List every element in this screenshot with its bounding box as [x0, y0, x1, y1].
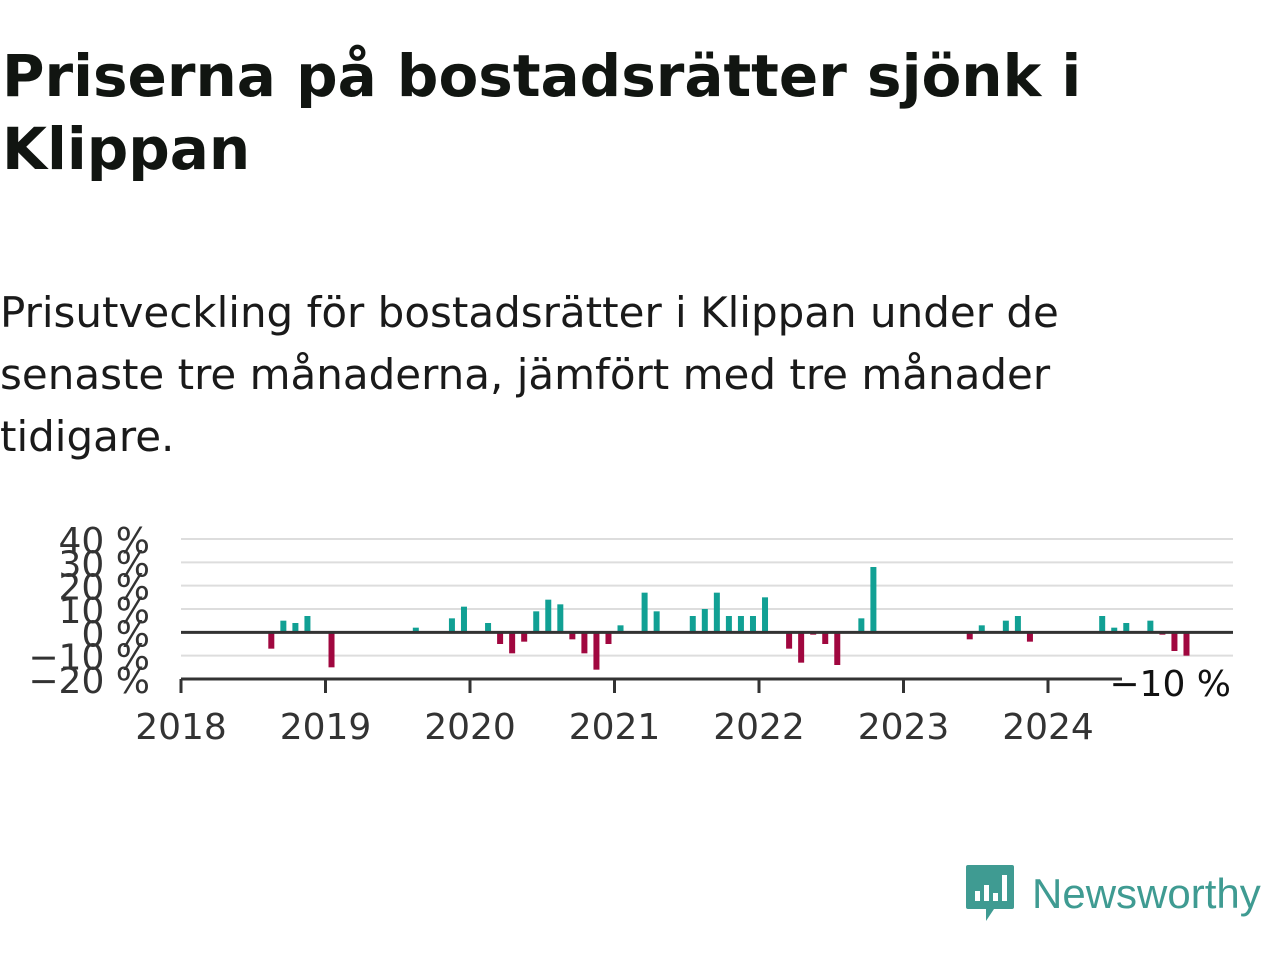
y-tick-label: 30 %	[59, 544, 150, 585]
x-tick-label: 2018	[135, 707, 227, 748]
chart-title: Priserna på bostadsrätter sjönk i Klippa…	[2, 42, 1082, 183]
gridlines	[181, 538, 1233, 657]
newsworthy-logo-icon	[966, 865, 1014, 921]
chart-subtitle: Prisutveckling för bostadsrätter i Klipp…	[0, 288, 1059, 461]
bar	[822, 632, 829, 644]
y-tick-label: 10 %	[59, 591, 150, 632]
bar	[798, 632, 805, 663]
bar	[268, 632, 275, 649]
bar	[557, 604, 564, 633]
bar	[485, 623, 492, 633]
bar	[1002, 620, 1009, 633]
bar	[617, 625, 624, 633]
bar	[521, 632, 528, 642]
bar	[581, 632, 588, 654]
x-tick-label: 2023	[858, 707, 950, 748]
bar	[978, 625, 985, 633]
bar	[1183, 632, 1190, 656]
bar	[280, 620, 287, 633]
bar	[533, 611, 540, 633]
bar	[834, 632, 841, 665]
y-tick-label: 0 %	[81, 614, 150, 655]
bar	[569, 632, 576, 640]
bar	[292, 623, 299, 633]
bar	[1147, 620, 1154, 633]
y-tick-label: −20 %	[28, 661, 150, 702]
bar	[689, 616, 696, 633]
y-tick-label: 20 %	[59, 568, 150, 609]
bar	[966, 632, 973, 640]
axes	[179, 630, 1233, 693]
bar	[725, 616, 732, 633]
bar	[497, 632, 504, 644]
bar	[762, 597, 769, 633]
y-axis-labels: 40 %30 %20 %10 %0 %−10 %−20 %	[28, 521, 150, 702]
bar	[737, 616, 744, 633]
x-tick-label: 2022	[713, 707, 805, 748]
x-tick-label: 2021	[569, 707, 661, 748]
x-axis-labels: 2018 2019 2020 2021 2022 2023 2024	[135, 707, 1094, 748]
x-tick-label: 2020	[424, 707, 516, 748]
bar	[328, 632, 335, 668]
bar	[1111, 627, 1118, 633]
bar	[593, 632, 600, 670]
newsworthy-brand: Newsworthy	[964, 862, 1261, 926]
bar	[1171, 632, 1178, 651]
bar	[1123, 623, 1130, 633]
bar	[1014, 616, 1021, 633]
x-tick-label: 2019	[280, 707, 372, 748]
bar	[545, 599, 552, 633]
bar	[701, 609, 708, 633]
bar	[460, 606, 467, 633]
bar	[448, 618, 455, 633]
bar	[786, 632, 793, 649]
bars	[268, 567, 1190, 670]
bar	[1026, 632, 1033, 642]
bar	[749, 616, 756, 633]
bar	[870, 567, 877, 633]
bar	[641, 592, 648, 633]
brand-name: Newsworthy	[1032, 870, 1261, 917]
bar	[713, 592, 720, 633]
bar	[858, 618, 865, 633]
bar	[605, 632, 612, 644]
bar-chart: 40 %30 %20 %10 %0 %−10 %−20 % 2018 2019 20…	[28, 521, 1233, 748]
bar	[304, 616, 311, 633]
bar	[1099, 616, 1106, 633]
y-tick-label: 40 %	[59, 521, 150, 562]
bar	[653, 611, 660, 633]
bar	[509, 632, 516, 654]
bar	[412, 627, 419, 633]
last-value-label: −10 %	[1109, 664, 1231, 705]
y-tick-label: −10 %	[28, 638, 150, 679]
x-tick-label: 2024	[1002, 707, 1094, 748]
